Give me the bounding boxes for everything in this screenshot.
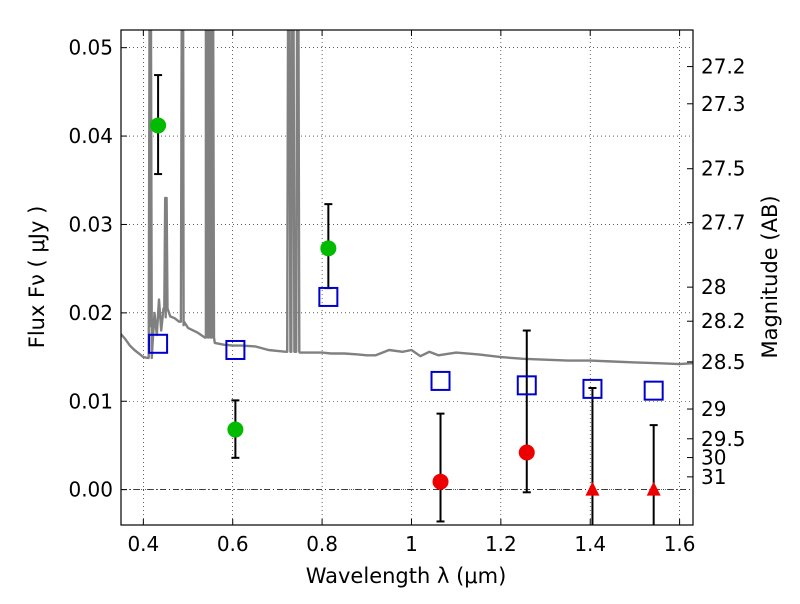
x-tick-label: 0.8: [306, 532, 338, 556]
x-tick-label: 1.6: [664, 532, 696, 556]
x-tick-label: 1.2: [485, 532, 517, 556]
error-bars: [154, 74, 658, 525]
magnitude-tick-label: 27.7: [701, 211, 746, 235]
upper-limit-marker: [646, 481, 661, 496]
plot-frame: [120, 29, 694, 526]
model-photometry-point: [430, 370, 451, 391]
detection-point: [227, 421, 244, 438]
y-tick-label: 0.05: [68, 36, 113, 60]
detection-point: [150, 117, 167, 134]
magnitude-tick-label: 29.5: [701, 427, 746, 451]
model-photometry-point: [643, 380, 664, 401]
spectrum-line: [121, 30, 693, 366]
weak-detection-point: [432, 473, 449, 490]
magnitude-tick-label: 28: [701, 275, 726, 299]
x-axis-ticks: 0.4 0.6 0.8 1 1.2 1.4 1.6: [127, 30, 696, 556]
x-axis-label: Wavelength λ (μm): [306, 564, 507, 588]
magnitude-tick-label: 29: [701, 397, 726, 421]
model-photometry-point: [225, 339, 246, 360]
x-tick-label: 1: [405, 532, 418, 556]
magnitude-tick-label: 31: [701, 465, 726, 489]
y-tick-label: 0.02: [68, 301, 113, 325]
upper-limit-marker: [585, 481, 600, 496]
magnitude-tick-label: 28.5: [701, 350, 746, 374]
detection-point: [320, 240, 337, 257]
model-photometry-point: [582, 378, 603, 399]
model-photometry-point: [148, 333, 169, 354]
model-photometry-point: [516, 375, 537, 396]
grid-lines: [121, 30, 693, 525]
magnitude-tick-label: 30: [701, 446, 726, 470]
y-axis-ticks: 0.00 0.01 0.02 0.03 0.04 0.05: [68, 36, 127, 502]
model-photometry-point: [318, 286, 339, 307]
weak-detection-point: [518, 444, 535, 461]
y-tick-label: 0.04: [68, 124, 113, 148]
x-tick-label: 1.4: [574, 532, 606, 556]
magnitude-tick-label: 28.2: [701, 309, 746, 333]
magnitude-tick-label: 27.2: [701, 55, 746, 79]
model-spectrum: [121, 30, 693, 366]
data-markers: [148, 117, 664, 496]
magnitude-tick-label: 27.3: [701, 92, 746, 116]
y-axis-label: Flux Fν ( μJy ): [25, 206, 49, 349]
magnitude-tick-label: 27.5: [701, 157, 746, 181]
y-tick-label: 0.00: [68, 478, 113, 502]
y-tick-label: 0.03: [68, 212, 113, 236]
y-tick-label: 0.01: [68, 389, 113, 413]
x-tick-label: 0.6: [217, 532, 249, 556]
x-tick-label: 0.4: [127, 532, 159, 556]
magnitude-axis-label: Magnitude (AB): [758, 195, 782, 358]
